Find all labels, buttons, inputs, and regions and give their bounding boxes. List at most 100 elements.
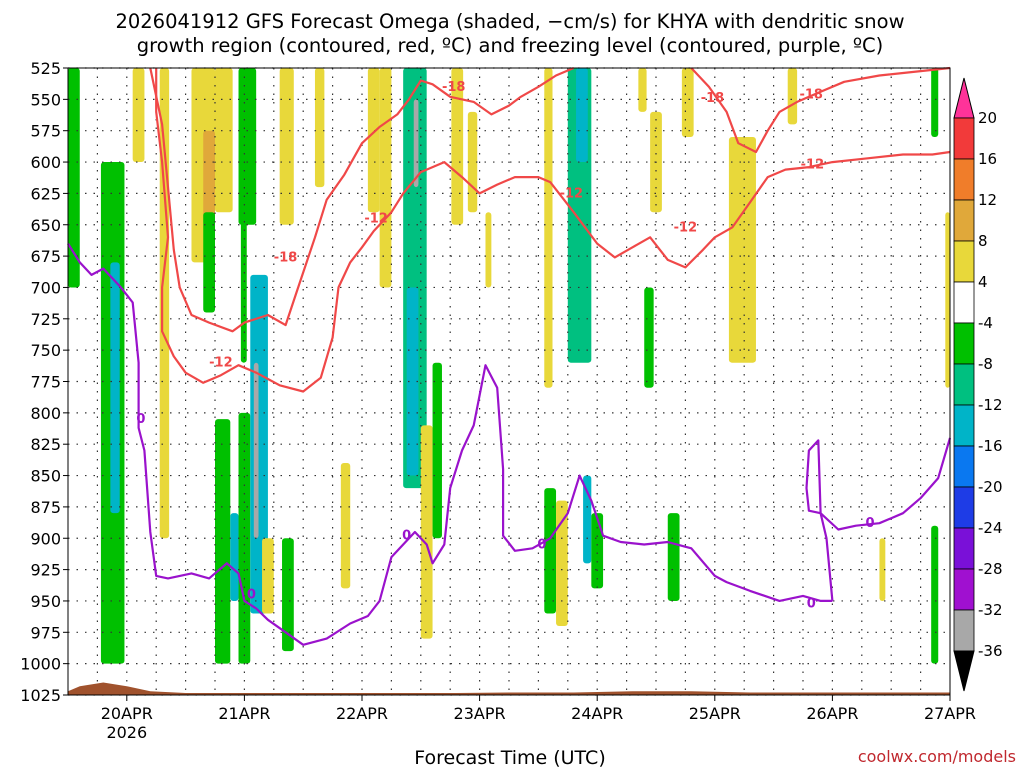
contour-label: 0	[402, 529, 411, 544]
y-tick-label: 775	[30, 373, 61, 392]
colorbar-tick-label: -24	[978, 519, 1003, 537]
colorbar-swatch	[953, 199, 975, 242]
contour-label: 0	[537, 538, 546, 553]
colorbar-swatch	[953, 363, 975, 406]
plot-area: -18 -18 -18 -18 -12 -12 -12 -12 -12 0 0 0 0 0 0	[67, 66, 952, 696]
contour-label: -18	[799, 87, 823, 102]
omega-shade-cell	[879, 538, 886, 601]
omega-shade-cell	[728, 136, 756, 363]
omega-shade-cell	[367, 68, 380, 213]
contour-label: -12	[801, 158, 825, 173]
terrain-surface	[68, 682, 950, 695]
contour-label: -18	[274, 250, 298, 265]
omega-shade-cell	[406, 287, 419, 476]
colorbar-swatch	[953, 609, 975, 652]
omega-shade-cell	[583, 475, 592, 564]
colorbar-tick-label: -36	[978, 642, 1003, 660]
contour-label: -12	[674, 220, 698, 235]
contour-line	[67, 243, 833, 646]
omega-shade-cell	[413, 99, 419, 188]
omega-shade-cell	[931, 68, 939, 137]
omega-shade-cell	[215, 68, 233, 213]
omega-shade-cell	[591, 513, 604, 589]
omega-shade-cell	[340, 463, 351, 589]
omega-shade-cell	[787, 68, 798, 125]
contour-line	[155, 68, 951, 393]
contour-label: -12	[560, 186, 584, 201]
colorbar-swatch	[953, 486, 975, 529]
y-tick-label: 575	[30, 122, 61, 141]
omega-shade-cell	[467, 111, 478, 213]
colorbar-swatch	[953, 527, 975, 570]
omega-shade-cell	[638, 68, 647, 112]
colorbar-tick-label: -20	[978, 478, 1003, 496]
contour-line	[149, 66, 575, 333]
omega-shade-cell	[379, 68, 392, 288]
omega-shade-cell	[203, 130, 215, 225]
omega-shade-cell	[282, 538, 294, 652]
colorbar-tick-label: -16	[978, 437, 1003, 455]
y-tick-label: 750	[30, 341, 61, 360]
x-axis-label: Forecast Time (UTC)	[414, 747, 605, 768]
y-tick-label: 550	[30, 90, 61, 109]
omega-shade-cell	[931, 525, 939, 664]
contour-label: 0	[866, 516, 875, 531]
x-tick-label: 26APR	[806, 704, 858, 723]
contour-label: -12	[364, 211, 388, 226]
x-tick-label: 22APR	[336, 704, 388, 723]
colorbar-swatch	[953, 445, 975, 488]
y-tick-label: 675	[30, 247, 61, 266]
omega-shade-cell	[544, 68, 553, 388]
omega-shade-cell	[215, 419, 231, 664]
y-tick-label: 700	[30, 278, 61, 297]
y-tick-label: 650	[30, 216, 61, 235]
y-tick-label: 625	[30, 184, 61, 203]
colorbar-tick-label: 20	[978, 109, 997, 127]
omega-shade-cell	[132, 68, 145, 163]
x-tick-label: 23APR	[454, 704, 506, 723]
contour-label: -18	[701, 91, 725, 106]
contour-label: 0	[247, 588, 256, 603]
colorbar-tick-label: 16	[978, 150, 997, 168]
x-tick-label: 27APR	[924, 704, 976, 723]
chart-title-line-1: 2026041912 GFS Forecast Omega (shaded, −…	[115, 10, 904, 33]
omega-shade-cell	[230, 513, 239, 601]
colorbar-swatch	[953, 240, 975, 283]
contour-label: -12	[209, 356, 233, 371]
omega-shade-cell	[644, 287, 654, 388]
contour-line	[805, 437, 952, 602]
y-tick-label: 800	[30, 404, 61, 423]
omega-shade-cell	[451, 68, 464, 225]
omega-shade-cell	[681, 68, 694, 137]
y-tick-label: 600	[30, 153, 61, 172]
omega-shade-cell	[420, 425, 433, 639]
colorbar-tick-label: -8	[978, 355, 993, 373]
omega-shade-cell	[240, 111, 247, 363]
colorbar-swatch	[953, 568, 975, 611]
y-tick-label: 950	[30, 592, 61, 611]
y-tick-label: 850	[30, 467, 61, 486]
omega-shade-cell	[945, 212, 950, 388]
contour-label: 0	[807, 596, 816, 611]
omega-shade-cell	[203, 212, 215, 313]
colorbar-tick-label: -32	[978, 601, 1003, 619]
omega-shade-cell	[238, 412, 251, 664]
x-tick-label: 21APR	[218, 704, 270, 723]
omega-shade-cell	[556, 500, 568, 627]
omega-shade-cell	[68, 68, 80, 288]
contour-label: -18	[442, 80, 466, 95]
omega-shade-cell	[253, 362, 259, 539]
x-tick-label: 24APR	[571, 704, 623, 723]
y-axis: 525 550 575 600 625 650 675 700 725 750 775 800 825 8…	[20, 59, 68, 705]
y-tick-label: 725	[30, 310, 61, 329]
source-credit: coolwx.com/models	[858, 747, 1016, 766]
colorbar-top-arrow	[953, 77, 975, 119]
colorbar-swatch	[953, 322, 975, 365]
omega-shade-cell	[110, 262, 120, 514]
x-tick-label: 25APR	[689, 704, 741, 723]
x-tick-sublabel: 2026	[106, 723, 147, 742]
y-tick-label: 900	[30, 529, 61, 548]
